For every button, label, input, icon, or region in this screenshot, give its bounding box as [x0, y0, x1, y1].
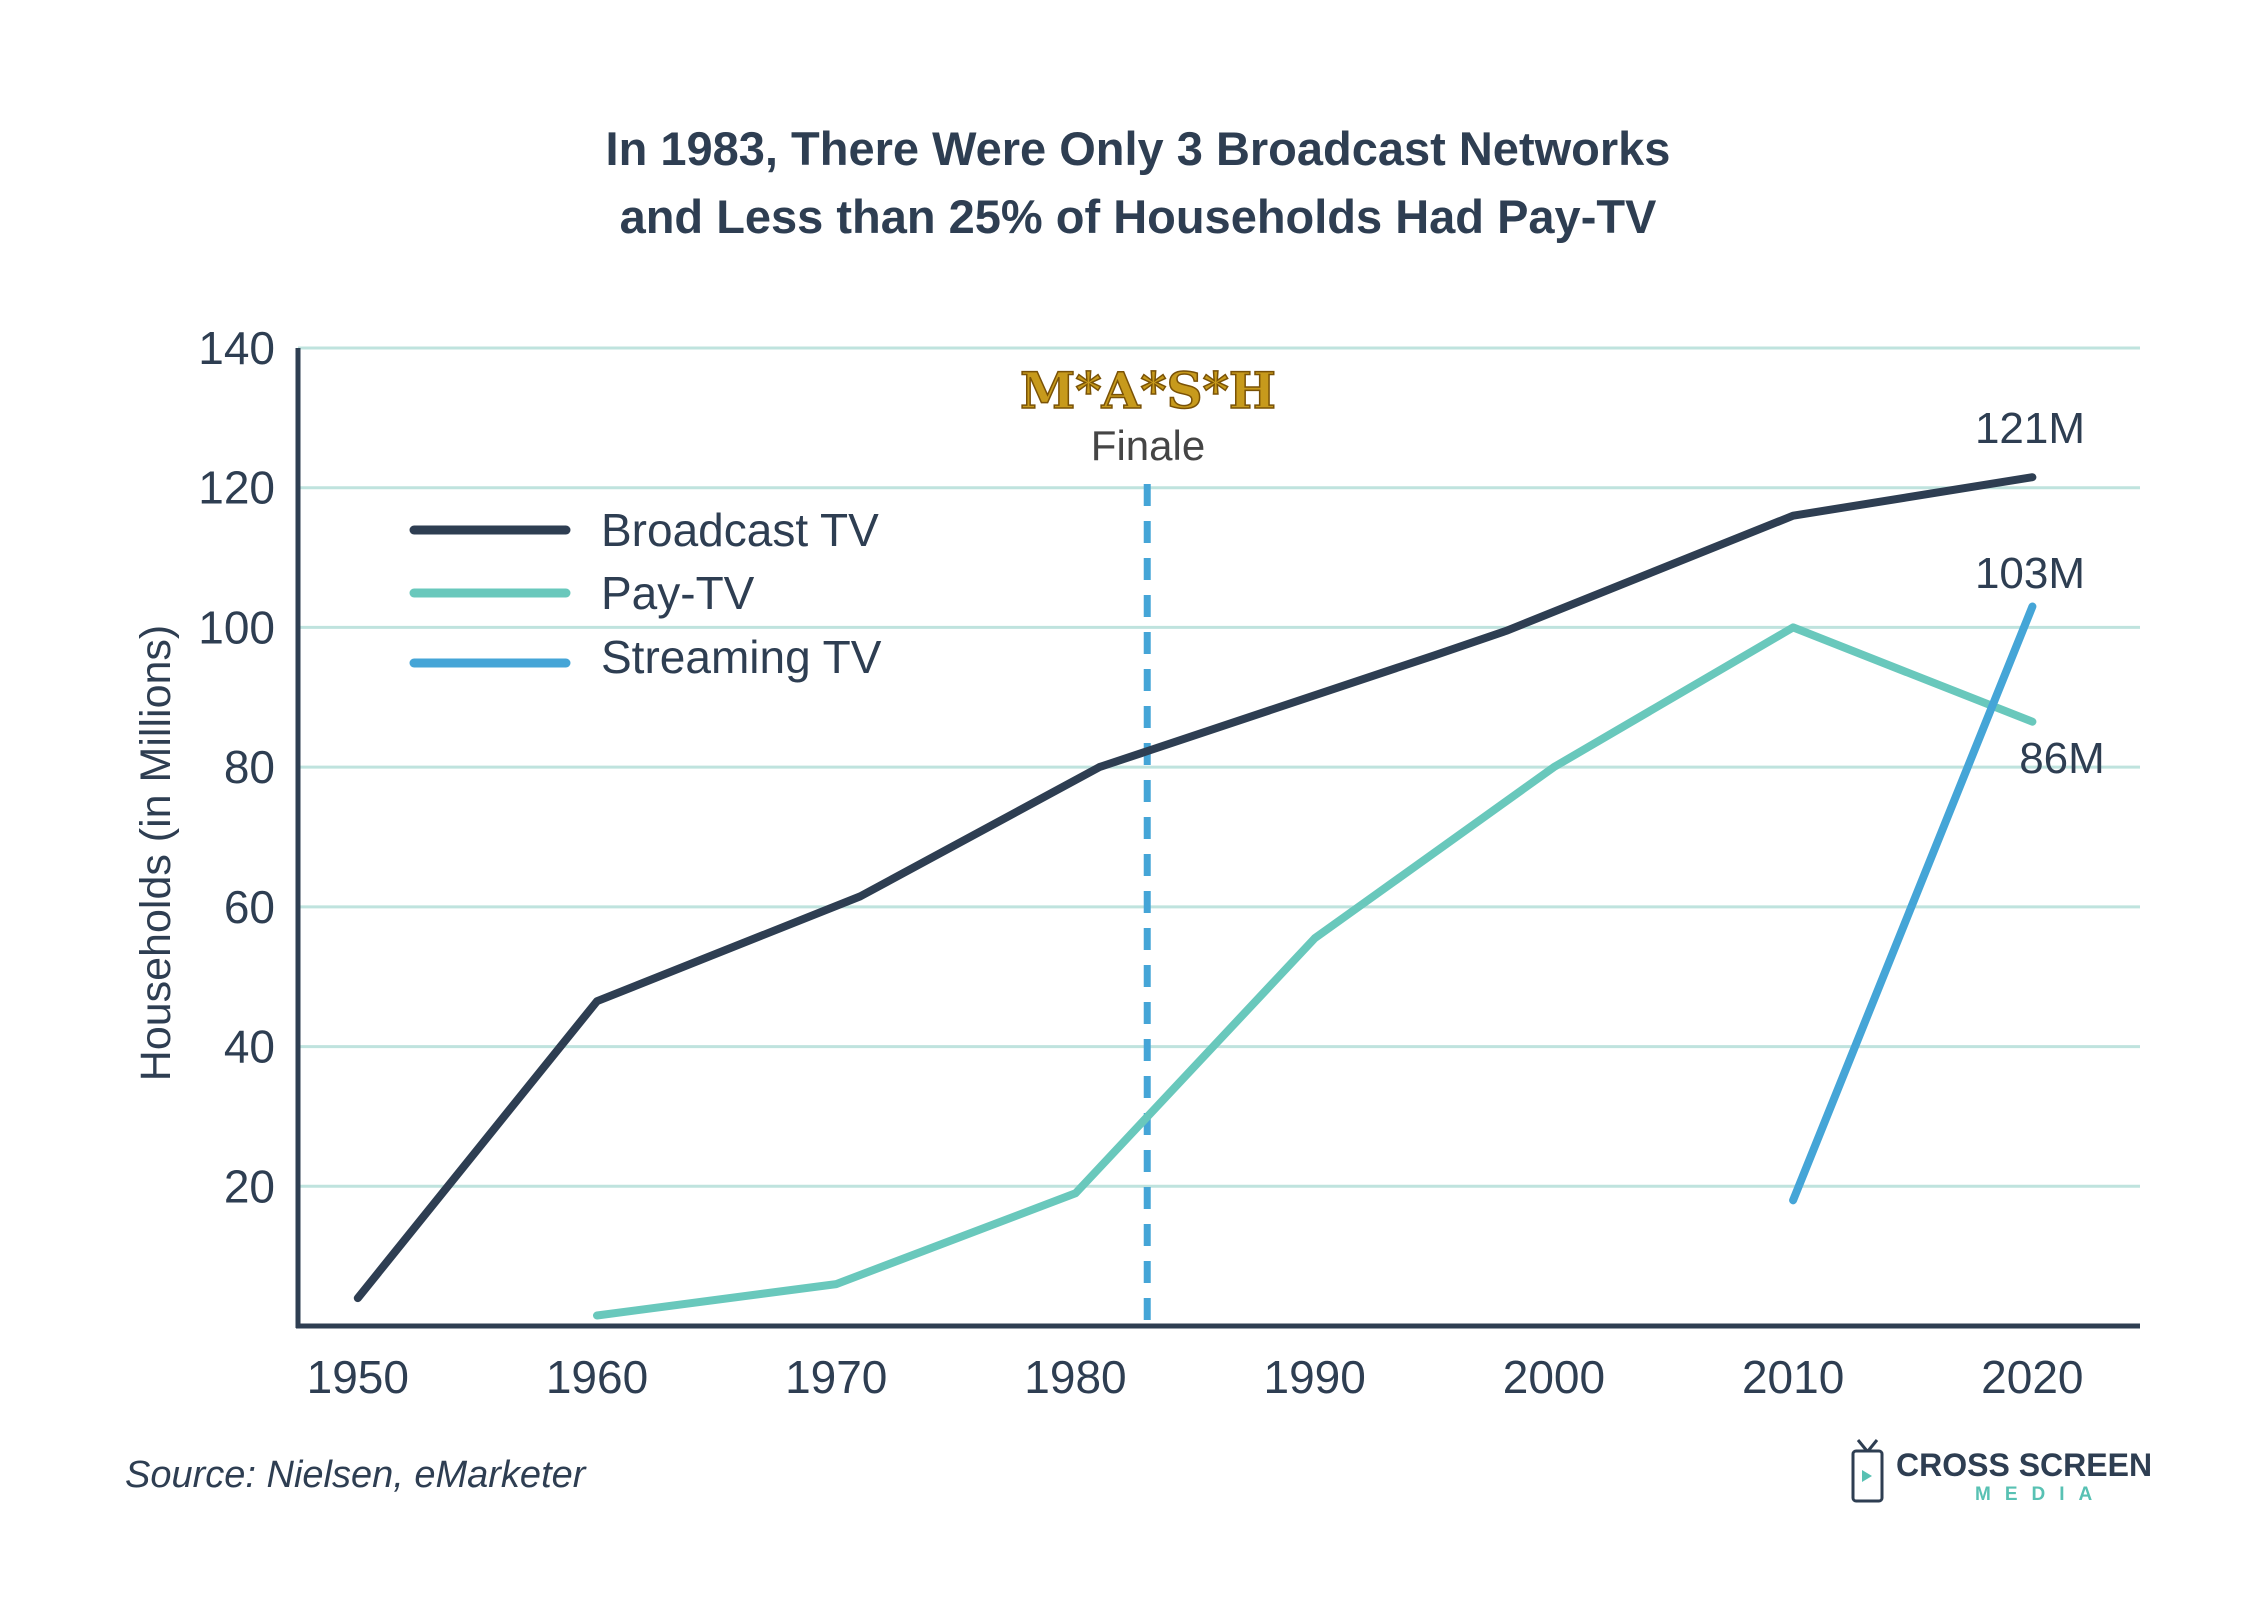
gridlines [298, 346, 2140, 1188]
y-tick-label-120: 120 [198, 462, 275, 514]
legend-label-streaming-tv: Streaming TV [601, 631, 882, 683]
annotation-86m: 86M [2019, 734, 2105, 783]
x-tick-label-2010: 2010 [1742, 1351, 1844, 1403]
legend: Broadcast TV Pay-TV Streaming TV [409, 504, 882, 683]
legend-label-broadcast-tv: Broadcast TV [601, 504, 879, 556]
x-tick-label-2000: 2000 [1503, 1351, 1605, 1403]
source-note: Source: Nielsen, eMarketer [125, 1454, 587, 1496]
x-tick-label-2020: 2020 [1981, 1351, 2083, 1403]
chart-title-line-2: and Less than 25% of Households Had Pay-… [620, 190, 1657, 243]
series-lines [353, 473, 2037, 1320]
legend-label-pay-tv: Pay-TV [601, 567, 755, 619]
x-tick-label-1980: 1980 [1024, 1351, 1126, 1403]
y-axis-label: Households (in Millions) [132, 625, 180, 1081]
event-label-finale: Finale [1091, 422, 1205, 469]
axes [295, 348, 2140, 1329]
series-line-pay-tv [593, 623, 2037, 1320]
y-tick-label-60: 60 [224, 881, 275, 933]
x-tick-label-1970: 1970 [785, 1351, 887, 1403]
y-tick-label-40: 40 [224, 1021, 275, 1073]
brand-logo: CROSS SCREEN MEDIA [1851, 1439, 2152, 1505]
series-line-streaming-tv [1789, 602, 2037, 1205]
series-line-broadcast-tv [353, 473, 2037, 1303]
y-tick-label-100: 100 [198, 601, 275, 653]
y-tick-label-140: 140 [198, 322, 275, 374]
tv-icon [1851, 1439, 1884, 1503]
x-tick-labels: 1950 1960 1970 1980 1990 2000 2010 2020 [307, 1351, 2084, 1403]
mash-logo: M*A*S*H [1020, 361, 1276, 420]
y-tick-label-80: 80 [224, 741, 275, 793]
y-tick-labels: 20 40 60 80 100 120 140 [198, 322, 275, 1212]
annotation-103m: 103M [1975, 549, 2085, 598]
x-tick-label-1950: 1950 [307, 1351, 409, 1403]
y-tick-label-20: 20 [224, 1160, 275, 1212]
x-tick-label-1990: 1990 [1264, 1351, 1366, 1403]
brand-name: CROSS SCREEN [1896, 1447, 2152, 1483]
annotation-121m: 121M [1975, 404, 2085, 453]
brand-subname: MEDIA [1975, 1484, 2106, 1505]
chart-title-line-1: In 1983, There Were Only 3 Broadcast Net… [606, 122, 1671, 175]
x-tick-label-1960: 1960 [546, 1351, 648, 1403]
